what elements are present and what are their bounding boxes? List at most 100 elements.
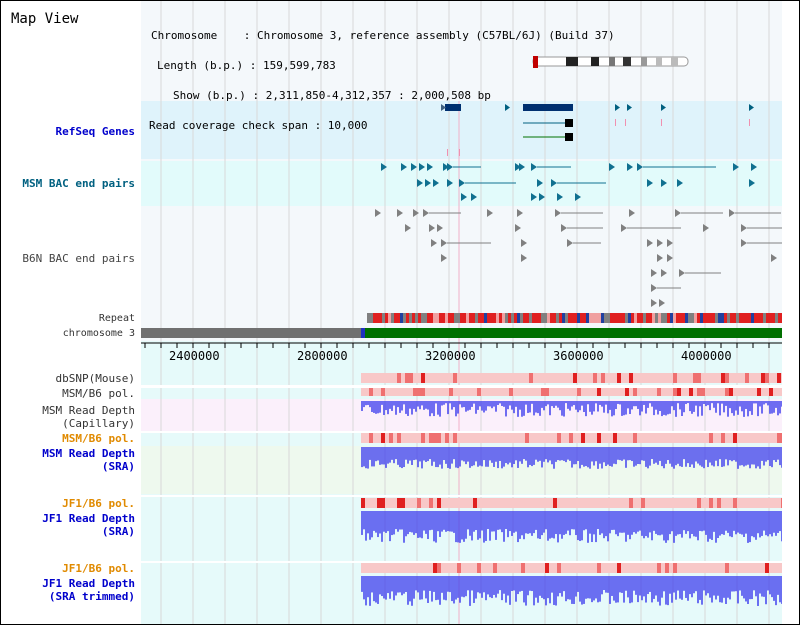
polymorphism-segment — [493, 563, 497, 573]
polymorphism-segment — [421, 498, 425, 508]
repeat-segment — [589, 313, 592, 323]
read-depth-bar — [699, 401, 701, 407]
read-depth-bar — [705, 511, 707, 535]
read-depth-bar — [735, 511, 737, 535]
read-depth-bar — [487, 511, 489, 530]
polymorphism-segment — [409, 373, 413, 383]
read-depth-bar — [643, 511, 645, 539]
label-jf1-depth-trim-sub: (SRA trimmed) — [48, 590, 135, 603]
read-depth-bar — [541, 511, 543, 536]
repeat-segment — [571, 313, 574, 323]
read-depth-bar — [683, 576, 685, 591]
polymorphism-segment — [681, 563, 685, 573]
polymorphism-segment — [753, 373, 757, 383]
polymorphism-segment — [617, 388, 621, 396]
read-depth-bar — [651, 511, 653, 541]
read-depth-bar — [461, 511, 463, 540]
map-canvas[interactable] — [141, 1, 785, 624]
read-depth-bar — [711, 576, 713, 603]
bac-end-marker — [657, 239, 663, 247]
polymorphism-segment — [681, 373, 685, 383]
polymorphism-segment — [677, 388, 681, 396]
repeat-segment — [412, 313, 415, 323]
read-depth-bar — [409, 447, 411, 461]
read-depth-bar — [507, 447, 509, 465]
polymorphism-segment — [373, 373, 377, 383]
read-depth-bar — [599, 576, 601, 602]
read-depth-bar — [685, 576, 687, 598]
polymorphism-segment — [425, 498, 429, 508]
read-depth-bar — [365, 511, 367, 541]
polymorphism-segment — [477, 498, 481, 508]
read-depth-bar — [673, 576, 675, 593]
bac-end-marker — [629, 209, 635, 217]
polymorphism-segment — [525, 433, 529, 443]
read-depth-bar — [745, 576, 747, 602]
read-depth-bar — [435, 447, 437, 468]
read-depth-bar — [381, 576, 383, 597]
read-depth-bar — [617, 447, 619, 460]
read-depth-bar — [729, 401, 731, 409]
read-depth-bar — [629, 576, 631, 604]
repeat-segment — [652, 313, 655, 323]
polymorphism-segment — [649, 373, 653, 383]
read-depth-bar — [615, 511, 617, 535]
polymorphism-segment — [453, 373, 457, 383]
read-depth-bar — [377, 511, 379, 538]
read-depth-bar — [749, 576, 751, 600]
read-depth-bar — [411, 576, 413, 606]
gene-arrow — [661, 104, 666, 111]
polymorphism-segment — [585, 433, 589, 443]
read-depth-bar — [755, 511, 757, 540]
polymorphism-segment — [585, 373, 589, 383]
info-show: Show (b.p.) : 2,311,850-4,312,357 : 2,00… — [173, 89, 491, 102]
read-depth-bar — [549, 401, 551, 416]
polymorphism-segment — [493, 373, 497, 383]
polymorphism-segment — [745, 388, 749, 396]
read-depth-bar — [569, 511, 571, 536]
gene-arrow — [749, 104, 754, 111]
polymorphism-segment — [597, 498, 601, 508]
read-depth-bar — [435, 511, 437, 543]
read-depth-bar — [459, 401, 461, 405]
map-graphic[interactable] — [141, 1, 785, 624]
read-depth-bar — [421, 511, 423, 539]
read-depth-bar — [511, 576, 513, 592]
read-depth-bar — [609, 447, 611, 466]
read-depth-bar — [749, 511, 751, 543]
read-depth-bar — [473, 447, 475, 466]
read-depth-bar — [691, 447, 693, 465]
read-depth-bar — [709, 447, 711, 463]
repeat-segment — [646, 313, 649, 323]
polymorphism-segment — [741, 498, 745, 508]
read-depth-bar — [567, 511, 569, 531]
polymorphism-segment — [485, 388, 489, 396]
read-depth-bar — [507, 401, 509, 410]
read-depth-bar — [613, 576, 615, 601]
read-depth-bar — [427, 447, 429, 462]
polymorphism-segment — [409, 388, 413, 396]
read-depth-bar — [533, 576, 535, 606]
read-depth-bar — [659, 511, 661, 536]
read-depth-bar — [581, 447, 583, 465]
read-depth-bar — [455, 576, 457, 600]
read-depth-bar — [451, 401, 453, 410]
bac-end-marker — [661, 269, 667, 277]
polymorphism-segment — [737, 373, 741, 383]
polymorphism-segment — [565, 498, 569, 508]
polymorphism-segment — [661, 498, 665, 508]
repeat-segment — [685, 313, 688, 323]
polymorphism-segment — [469, 388, 473, 396]
polymorphism-segment — [585, 563, 589, 573]
polymorphism-segment — [433, 498, 437, 508]
read-depth-bar — [759, 576, 761, 594]
read-depth-bar — [585, 576, 587, 599]
repeat-segment — [661, 313, 664, 323]
repeat-segment — [436, 313, 439, 323]
bac-end-marker — [537, 179, 543, 187]
polymorphism-segment — [417, 498, 421, 508]
bac-end-marker — [417, 179, 423, 187]
polymorphism-segment — [465, 373, 469, 383]
read-depth-bar — [723, 401, 725, 413]
read-depth-bar — [549, 511, 551, 539]
